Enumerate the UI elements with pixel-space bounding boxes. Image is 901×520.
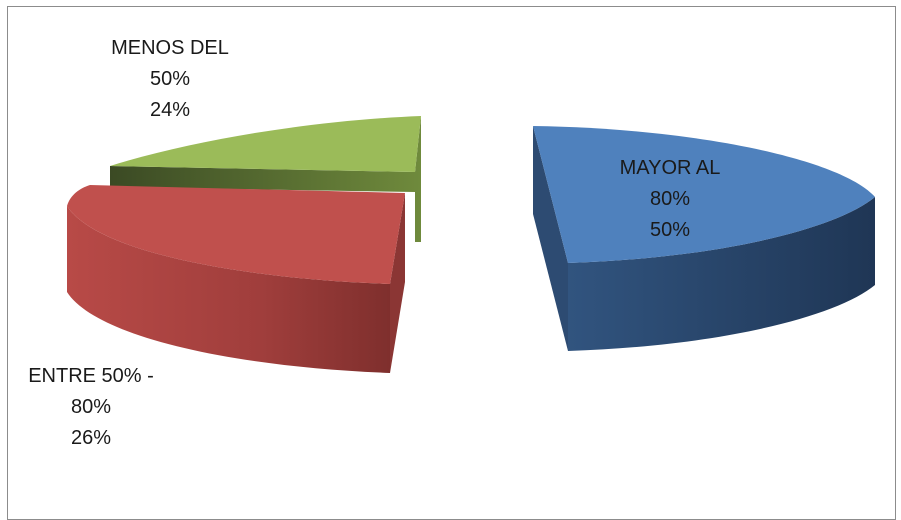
slice-mayor-al-80-side-right [568, 197, 875, 351]
slice-entre-50-80-side-cut [390, 193, 405, 373]
slice-mayor-al-80 [533, 126, 875, 263]
slice-entre-50-80-side [67, 206, 390, 373]
slice-label-menos-del-50: MENOS DEL 50% 24% [111, 37, 229, 121]
slice-entre-50-80 [67, 185, 405, 284]
slice-mayor-al-80-side-cut [533, 126, 568, 351]
slice-label-mayor-al-80: MAYOR AL 80% 50% [619, 157, 721, 241]
slice-menos-del-50 [110, 116, 421, 172]
slice-label-entre-50-80: ENTRE 50% - 80% 26% [28, 365, 154, 449]
slice-menos-del-50-side [110, 116, 421, 242]
